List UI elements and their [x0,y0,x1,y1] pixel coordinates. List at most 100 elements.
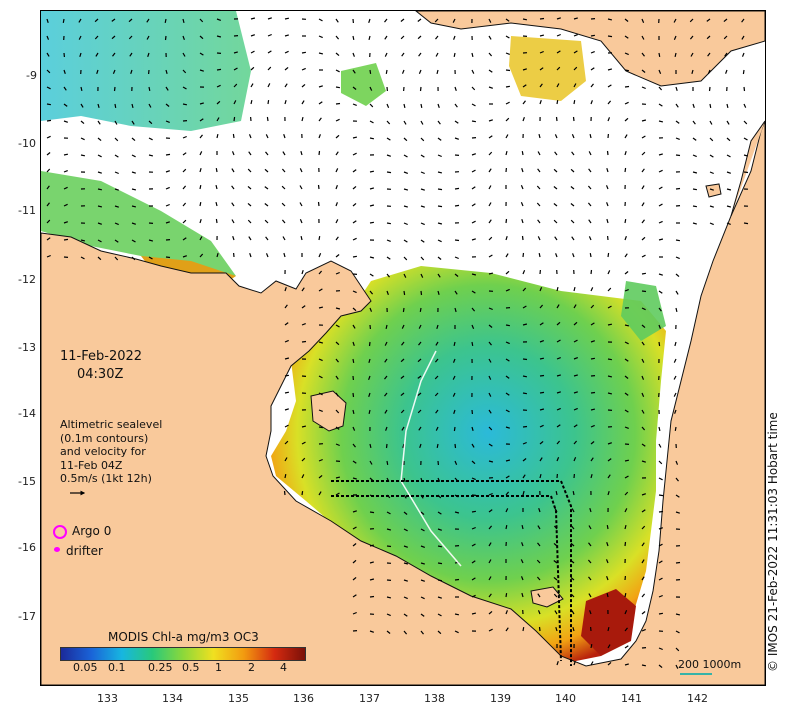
velocity-arrow [537,610,541,615]
velocity-arrow [131,188,137,191]
velocity-arrow [589,133,592,139]
velocity-arrow [437,120,441,125]
velocity-arrow [267,50,272,54]
velocity-arrow [369,630,374,633]
velocity-arrow [129,52,133,57]
velocity-arrow [400,375,405,379]
velocity-arrow [369,137,375,140]
velocity-arrow [148,256,153,260]
velocity-arrow [369,511,375,514]
velocity-arrow [436,69,439,75]
lat-tick-12: -12 [18,273,36,286]
velocity-arrow [63,203,68,207]
velocity-arrow [454,103,458,108]
velocity-arrow [658,186,663,190]
velocity-arrow [131,171,136,174]
velocity-arrow [335,118,340,122]
velocity-arrow [556,357,561,360]
velocity-arrow [571,151,575,156]
velocity-arrow [692,154,697,158]
velocity-arrow [247,168,252,173]
velocity-arrow [284,391,290,394]
velocity-arrow [385,426,388,431]
velocity-arrow [352,443,356,448]
scale-label: 200 1000m [678,658,742,671]
velocity-arrow [471,153,476,156]
velocity-arrow [284,66,289,71]
colorbar-title: MODIS Chl-a mg/m3 OC3 [108,630,259,644]
colorbar-tick-1: 1 [215,661,222,674]
velocity-arrow [318,117,322,122]
velocity-arrow [131,103,134,109]
velocity-arrow [505,117,510,122]
velocity-arrow [352,341,355,346]
velocity-arrow [231,202,235,207]
velocity-arrow [335,409,340,414]
velocity-arrow [641,18,645,23]
groote-eylandt [310,390,347,432]
velocity-arrow [553,593,558,598]
velocity-arrow [539,100,542,105]
velocity-arrow [420,596,425,600]
velocity-arrow [522,287,527,292]
chl-cape-york-patch [621,281,666,341]
velocity-arrow [505,593,508,598]
velocity-arrow [590,391,596,394]
velocity-arrow [400,18,405,22]
velocity-arrow [386,528,392,531]
velocity-arrow [641,460,646,463]
velocity-arrow [488,460,494,463]
velocity-arrow [335,202,338,207]
velocity-arrow [420,137,425,142]
velocity-arrow [553,219,558,224]
velocity-arrow [369,460,373,465]
velocity-arrow [417,392,422,396]
velocity-arrow [435,35,439,40]
velocity-arrow [521,524,524,530]
velocity-arrow [624,134,628,139]
velocity-arrow [573,339,578,343]
velocity-arrow [556,407,561,411]
velocity-arrow [182,202,187,207]
velocity-arrow [488,307,493,311]
velocity-arrow [471,612,477,615]
velocity-arrow [114,205,119,208]
velocity-arrow [403,137,408,142]
velocity-arrow [709,120,713,125]
velocity-arrow [318,288,323,292]
velocity-arrow [588,219,592,224]
lon-tick-141: 141 [621,692,642,705]
map-area[interactable] [40,10,766,686]
velocity-arrow [520,576,524,581]
velocity-arrow [165,170,170,173]
velocity-arrow [418,52,422,57]
velocity-arrow [164,18,167,24]
velocity-arrow [743,103,747,108]
velocity-arrow [520,202,524,207]
velocity-scale-arrow [70,490,86,496]
velocity-arrow [641,341,645,346]
velocity-arrow [78,18,82,23]
velocity-arrow [420,630,424,635]
velocity-arrow [505,409,510,413]
velocity-arrow [675,290,679,295]
velocity-arrow [182,237,187,241]
velocity-arrow [434,18,439,23]
velocity-arrow [368,409,371,415]
velocity-arrow [403,290,406,296]
velocity-arrow [658,426,661,432]
velocity-arrow [46,185,50,190]
velocity-arrow [453,426,456,432]
velocity-arrow [97,188,103,191]
velocity-arrow [709,137,714,142]
velocity-arrow [403,222,408,226]
velocity-arrow [182,219,187,224]
velocity-arrow [318,491,322,496]
velocity-arrow [606,592,609,598]
velocity-arrow [675,647,680,652]
velocity-arrow [590,287,594,292]
velocity-arrow [282,236,286,241]
velocity-arrow [624,358,629,362]
velocity-arrow [658,527,663,530]
velocity-arrow [131,137,136,142]
